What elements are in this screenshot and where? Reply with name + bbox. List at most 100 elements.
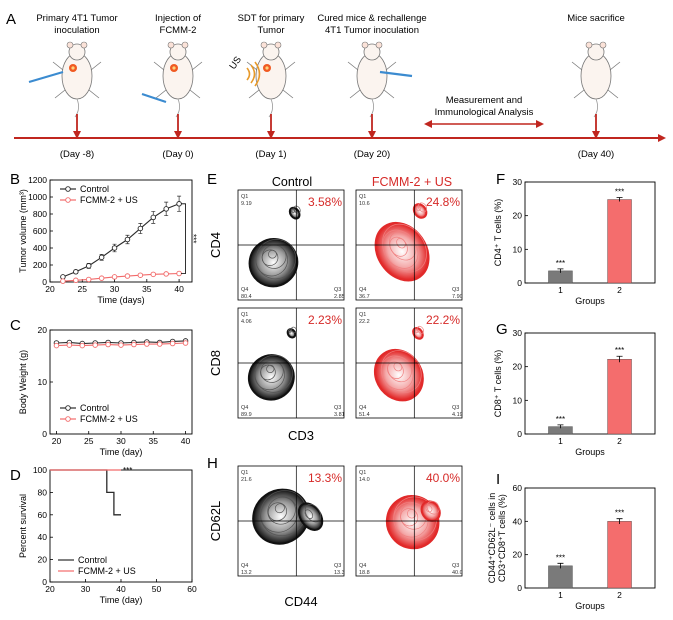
timeline-step-title: Cured mice & rechallenge bbox=[317, 13, 426, 24]
x-tick-label: 20 bbox=[52, 436, 62, 446]
contour-ring bbox=[288, 206, 301, 220]
mouse-tail bbox=[268, 98, 273, 118]
error-bar bbox=[557, 424, 564, 429]
legend-marker bbox=[65, 416, 71, 422]
panel-b-chart: B 0 200 400 600 800 1000 1200 20 25 30 35 40 Time (da… bbox=[10, 171, 198, 305]
y-axis-label: Percent survival bbox=[18, 494, 28, 558]
bar bbox=[607, 521, 632, 589]
panel-i-chart: I 0 20 40 60 1 2 Groups CD44⁺CD62L⁻ cells in CD3⁺… bbox=[487, 471, 656, 611]
x-tick-label: 2 bbox=[617, 436, 622, 446]
data-point bbox=[79, 342, 86, 349]
quadrant-value: 21.6 bbox=[241, 477, 252, 483]
quadrant-name: Q3 bbox=[334, 563, 341, 569]
significance-label: *** bbox=[556, 259, 565, 268]
data-point bbox=[169, 340, 176, 347]
legend-label: FCMM-2 + US bbox=[78, 566, 136, 576]
flow-x-axis-cd3: CD3 bbox=[288, 428, 314, 443]
data-point bbox=[124, 273, 131, 279]
error-bar bbox=[616, 355, 623, 363]
data-point bbox=[176, 270, 182, 277]
quadrant-value: 80.4 bbox=[241, 294, 252, 300]
x-tick-label: 1 bbox=[558, 590, 563, 600]
mouse-tail bbox=[369, 98, 374, 118]
flow-x-axis-cd44: CD44 bbox=[284, 594, 317, 609]
mouse-head bbox=[363, 43, 381, 61]
plot-frame bbox=[524, 181, 656, 284]
flow-y-axis-label: CD8 bbox=[208, 350, 223, 376]
y-tick-label: 600 bbox=[33, 226, 47, 236]
x-tick-label: 40 bbox=[181, 436, 191, 446]
y-tick-label: 30 bbox=[513, 177, 523, 187]
quadrant-name: Q1 bbox=[241, 470, 248, 476]
quadrant-percent: 22.2% bbox=[426, 313, 460, 327]
quadrant-name: Q3 bbox=[334, 287, 341, 293]
timeline-step-title: Mice sacrifice bbox=[567, 13, 625, 24]
contour-ring bbox=[260, 495, 298, 533]
panel-label-a: A bbox=[6, 11, 16, 28]
panel-g-chart: G 0 10 20 30 1 2 Groups CD8⁺ T cells (%) *** *** bbox=[493, 321, 656, 457]
mouse-ear bbox=[361, 41, 369, 49]
significance-label: *** bbox=[615, 346, 624, 355]
mouse-icon bbox=[141, 41, 203, 118]
y-axis-label: Tumor volume (mm³) bbox=[18, 189, 28, 273]
analysis-label-line2: Immunological Analysis bbox=[435, 107, 534, 118]
panel-label: D bbox=[10, 467, 21, 484]
quadrant-value: 14.0 bbox=[359, 477, 370, 483]
quadrant-value: 13.2 bbox=[241, 570, 252, 576]
x-tick-label: 40 bbox=[174, 284, 184, 294]
quadrant-value: 40.0 bbox=[452, 570, 463, 576]
error-bar bbox=[616, 197, 623, 202]
y-axis-label: CD44⁺CD62L⁻ cells in bbox=[487, 493, 497, 584]
data-point bbox=[137, 272, 144, 278]
contour-ring bbox=[425, 505, 433, 513]
panel-label: B bbox=[10, 171, 20, 188]
quadrant-name: Q4 bbox=[241, 405, 248, 411]
x-tick-label: 50 bbox=[152, 584, 162, 594]
mouse-tail bbox=[175, 98, 180, 118]
quadrant-value: 3.81 bbox=[334, 412, 345, 418]
contour-ring bbox=[267, 502, 288, 522]
quadrant-name: Q4 bbox=[359, 563, 366, 569]
data-point bbox=[176, 201, 182, 207]
panel-label-e: E bbox=[207, 171, 217, 188]
mouse-head bbox=[169, 43, 187, 61]
y-tick-label: 1200 bbox=[28, 175, 47, 185]
x-tick-label: 25 bbox=[78, 284, 88, 294]
y-axis-label: CD3⁺CD8⁺T cells (%) bbox=[497, 494, 507, 582]
mouse-ear bbox=[599, 41, 607, 49]
mouse-ear bbox=[167, 41, 175, 49]
legend-label: FCMM-2 + US bbox=[80, 414, 138, 424]
contour-ring bbox=[268, 249, 277, 259]
y-tick-label: 1000 bbox=[28, 192, 47, 202]
quadrant-percent: 3.58% bbox=[308, 195, 342, 209]
y-tick-label: 0 bbox=[517, 278, 522, 288]
data-point bbox=[144, 341, 150, 347]
x-axis-label: Time (days) bbox=[97, 295, 144, 305]
quadrant-value: 10.6 bbox=[359, 201, 370, 207]
x-tick-label: 1 bbox=[558, 436, 563, 446]
survival-curve bbox=[50, 469, 121, 516]
data-point bbox=[156, 341, 163, 347]
mouse-icon bbox=[28, 41, 102, 118]
y-tick-label: 20 bbox=[38, 325, 48, 335]
panel-c-chart: C 0 10 20 20 25 30 35 40 Time (day) Body Weight (g… bbox=[10, 317, 193, 457]
y-tick-label: 40 bbox=[38, 532, 48, 542]
quadrant-value: 13.3 bbox=[334, 570, 345, 576]
x-tick-label: 30 bbox=[81, 584, 91, 594]
y-tick-label: 200 bbox=[33, 260, 47, 270]
timeline-day-label: (Day 0) bbox=[162, 149, 193, 160]
y-tick-label: 60 bbox=[38, 510, 48, 520]
quadrant-value: 51.4 bbox=[359, 412, 370, 418]
significance-bracket bbox=[181, 203, 186, 274]
x-tick-label: 1 bbox=[558, 285, 563, 295]
contour-ring bbox=[417, 202, 428, 213]
x-tick-label: 60 bbox=[187, 584, 197, 594]
wave-icon bbox=[250, 64, 256, 84]
series-line bbox=[62, 203, 180, 278]
syringe-icon bbox=[379, 70, 413, 78]
data-point bbox=[150, 214, 157, 221]
data-point bbox=[98, 254, 105, 261]
